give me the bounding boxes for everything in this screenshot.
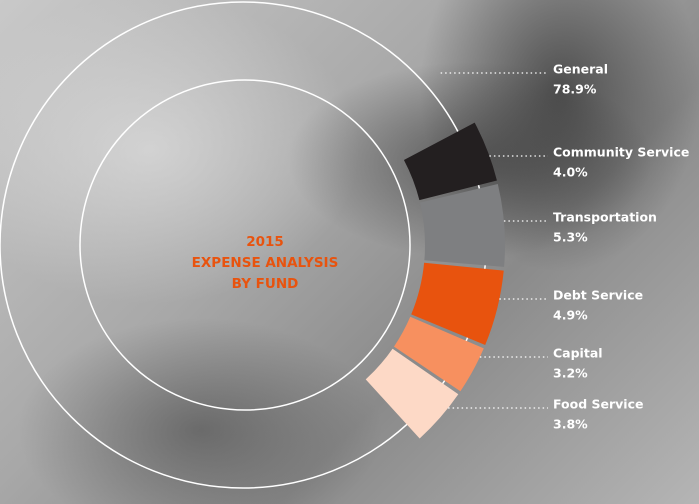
value-label: 5.3% bbox=[553, 230, 588, 245]
page: General 78.9% Community Service 4.0% Transpo… bbox=[0, 0, 699, 504]
value-label: 78.9% bbox=[553, 82, 597, 97]
value-label: 4.0% bbox=[553, 165, 588, 180]
chart-title: BY FUND bbox=[232, 276, 299, 292]
chart-title: EXPENSE ANALYSIS bbox=[192, 255, 339, 271]
legend-label: Transportation bbox=[553, 210, 657, 225]
chart-title: 2015 bbox=[246, 234, 284, 250]
value-label: 3.2% bbox=[553, 366, 588, 381]
chart: General 78.9% Community Service 4.0% Transpo… bbox=[0, 0, 699, 504]
inner-ring bbox=[80, 80, 410, 410]
value-label: 4.9% bbox=[553, 308, 588, 323]
legend-label: Capital bbox=[553, 346, 603, 361]
value-label: 3.8% bbox=[553, 417, 588, 432]
legend-label: General bbox=[553, 62, 608, 77]
legend-label: Community Service bbox=[553, 145, 689, 160]
donut-slice bbox=[0, 0, 473, 504]
legend-label: Food Service bbox=[553, 397, 643, 412]
legend-label: Debt Service bbox=[553, 288, 643, 303]
